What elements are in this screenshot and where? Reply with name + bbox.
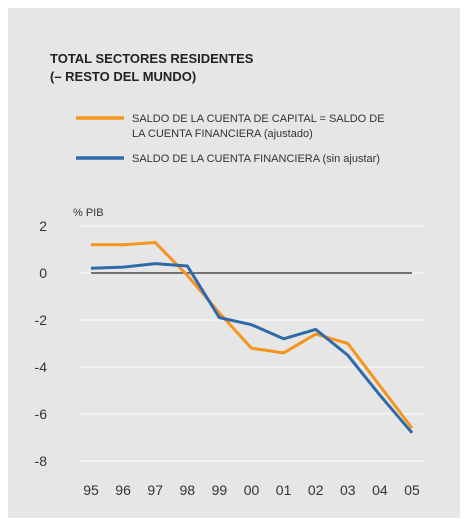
- y-tick-label: -4: [35, 359, 48, 375]
- x-tick-label: 98: [180, 482, 196, 498]
- y-tick-label: -2: [35, 312, 48, 328]
- chart-title: TOTAL SECTORES RESIDENTES: [50, 51, 254, 66]
- x-tick-label: 03: [340, 482, 356, 498]
- legend-label: SALDO DE LA CUENTA DE CAPITAL = SALDO DE…: [132, 113, 385, 140]
- x-tick-label: 97: [147, 482, 163, 498]
- background: [8, 8, 460, 518]
- series-line: [90, 262, 414, 434]
- chart-subtitle: (– RESTO DEL MUNDO): [50, 69, 196, 84]
- x-tick-label: 05: [404, 482, 420, 498]
- x-tick-label: 00: [244, 482, 260, 498]
- y-tick-label: -6: [35, 406, 48, 422]
- y-tick-label: -8: [35, 453, 48, 469]
- x-tick-label: 99: [212, 482, 228, 498]
- x-tick-label: 04: [372, 482, 388, 498]
- x-tick-label: 01: [276, 482, 292, 498]
- y-axis-label: % PIB: [73, 207, 104, 219]
- series-line: [91, 240, 414, 430]
- x-tick-label: 02: [308, 482, 324, 498]
- y-tick-label: 0: [39, 265, 47, 281]
- x-tick-label: 95: [83, 482, 99, 498]
- legend-label: SALDO DE LA CUENTA FINANCIERA (sin ajust…: [132, 153, 380, 165]
- x-tick-label: 96: [115, 482, 131, 498]
- y-tick-label: 2: [39, 218, 47, 234]
